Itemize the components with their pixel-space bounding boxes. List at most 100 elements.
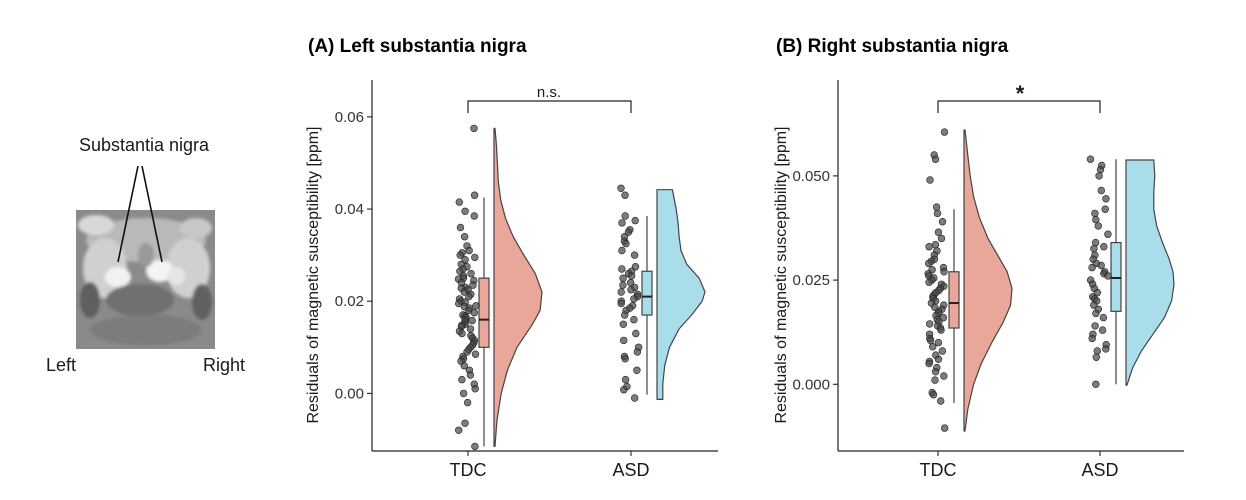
panel-b-asd-point bbox=[1092, 215, 1100, 224]
panel-b-tdc-point bbox=[938, 347, 947, 355]
panel-b-tdc-point bbox=[936, 397, 945, 405]
panel-a-tdc-point bbox=[463, 348, 471, 356]
panel-b-tdc-point bbox=[931, 376, 939, 384]
panel-a-asd-point bbox=[630, 251, 639, 259]
panel-a-asd-point bbox=[632, 329, 640, 338]
panel-b-asd-point bbox=[1094, 222, 1103, 230]
panel-b-asd-point bbox=[1091, 322, 1099, 330]
panel-a-asd-point bbox=[617, 288, 625, 296]
panel-a-asd-point bbox=[621, 355, 629, 363]
panel-b-asd-point bbox=[1092, 353, 1101, 361]
panel-b-asd-point bbox=[1091, 209, 1099, 218]
panel-b-asd-point bbox=[1102, 195, 1110, 203]
panel-b-asd-point bbox=[1100, 243, 1108, 251]
panel-a-tdc-point bbox=[471, 385, 479, 393]
panel-a-tdc-point bbox=[470, 309, 478, 317]
panel-b-asd-point bbox=[1090, 245, 1098, 253]
panel-b-asd-point bbox=[1104, 272, 1112, 280]
panel-b-category-tdc: TDC bbox=[920, 460, 957, 480]
panel-a-asd-point bbox=[617, 299, 625, 308]
panel-a-asd-point bbox=[618, 265, 626, 273]
panel-b-tdc-point bbox=[931, 368, 940, 376]
panel-b-tdc-point bbox=[940, 128, 949, 136]
panel-b-asd-point bbox=[1098, 326, 1107, 334]
panel-a-comparison-bracket bbox=[467, 100, 632, 113]
panel-a-tdc-point bbox=[461, 419, 469, 427]
panel-b-asd-point bbox=[1090, 301, 1098, 309]
panel-a-y-tick-label: 0.02 bbox=[335, 293, 364, 310]
panel-b-tdc-point bbox=[940, 372, 948, 380]
panel-a-asd-point bbox=[627, 272, 636, 280]
panel-a-tdc-point bbox=[470, 212, 478, 220]
panel-b-tdc-point bbox=[925, 320, 934, 328]
panel-a-title: (A) Left substantia nigra bbox=[308, 36, 527, 57]
panel-a-tdc-point bbox=[469, 281, 477, 289]
panel-a-tdc-point bbox=[460, 288, 468, 296]
panel-a-y-tick-label: 0.04 bbox=[335, 201, 364, 218]
panel-a-asd-point bbox=[633, 348, 642, 356]
panel-a-y-axis-label: Residuals of magnetic susceptibility [pp… bbox=[305, 126, 322, 423]
panel-b-asd-point bbox=[1088, 334, 1096, 343]
panel-a-asd-point bbox=[621, 375, 630, 384]
panel-b-tdc-point bbox=[928, 343, 937, 351]
panel-a-asd-point bbox=[619, 320, 627, 328]
panel-b-comparison-bracket bbox=[937, 100, 1101, 113]
panel-a-asd-density bbox=[656, 189, 706, 400]
panel-b: (B) Right substantia nigra Residuals of … bbox=[773, 36, 1184, 480]
panel-b-asd-point bbox=[1097, 186, 1106, 195]
panel-b-y-tick-label: 0.025 bbox=[792, 272, 830, 289]
panel-a-tdc-point bbox=[456, 251, 464, 259]
panel-a-tdc-point bbox=[455, 299, 463, 308]
panel-a-asd-point bbox=[630, 394, 639, 402]
panel-a-tdc-point bbox=[465, 246, 473, 255]
panel-b-asd-point bbox=[1102, 345, 1110, 353]
panel-b-asd-point bbox=[1088, 263, 1096, 272]
panel-b-asd-point bbox=[1099, 313, 1108, 322]
panel-b-tdc-point bbox=[926, 336, 935, 345]
panel-a-tdc-point bbox=[467, 269, 475, 278]
right-label: Right bbox=[203, 355, 245, 375]
panel-b-tdc-point bbox=[925, 359, 933, 368]
panel-b-asd-point bbox=[1092, 309, 1100, 318]
panel-b-asd-point bbox=[1091, 238, 1100, 247]
panel-a-comparison-label: n.s. bbox=[537, 84, 561, 101]
panel-b-tdc-point bbox=[940, 268, 948, 276]
panel-b-asd-box bbox=[1110, 241, 1122, 312]
panel-a-asd-point bbox=[620, 311, 629, 319]
panel-a-asd-point bbox=[627, 286, 635, 294]
mri-image bbox=[76, 165, 215, 349]
panel-b-tdc-point bbox=[929, 391, 938, 399]
panel-b-title: (B) Right substantia nigra bbox=[776, 36, 1009, 57]
panel-b-y-tick-label: 0.000 bbox=[792, 376, 830, 393]
panel-a-asd-point bbox=[621, 191, 629, 199]
panel-a-y-tick-label: 0.06 bbox=[335, 109, 364, 126]
brain-panel: Substantia nigra Left Right bbox=[46, 135, 245, 375]
panel-a-asd-point bbox=[630, 295, 638, 303]
panel-a-asd-point bbox=[619, 336, 628, 345]
panel-a-tdc-point bbox=[455, 426, 463, 434]
panel-a-tdc-point bbox=[471, 442, 479, 451]
panel-a-tdc-point bbox=[466, 371, 475, 379]
panel-b-tdc-point bbox=[937, 326, 945, 334]
panel-b-asd-point bbox=[1093, 288, 1102, 297]
panel-a: (A) Left substantia nigra Residuals of m… bbox=[305, 36, 718, 480]
panel-b-tdc-point bbox=[934, 228, 943, 236]
panel-a-tdc-box bbox=[478, 277, 490, 348]
panel-b-y-axis-label: Residuals of magnetic susceptibility [pp… bbox=[773, 126, 790, 423]
panel-b-tdc-point bbox=[938, 218, 947, 226]
panel-a-tdc-point bbox=[463, 398, 472, 407]
panel-b-asd-point bbox=[1104, 230, 1112, 238]
panel-a-asd-point bbox=[617, 184, 625, 193]
panel-b-tdc-point bbox=[934, 355, 943, 363]
panel-a-asd-point bbox=[619, 274, 627, 282]
panel-a-asd-point bbox=[630, 316, 638, 324]
panel-a-asd-point bbox=[619, 281, 627, 289]
panel-a-tdc-point bbox=[471, 350, 480, 358]
panel-b-asd-point bbox=[1093, 347, 1102, 355]
panel-a-tdc-point bbox=[471, 253, 479, 262]
panel-b-asd-point bbox=[1086, 155, 1095, 163]
panel-b-tdc-density bbox=[963, 129, 1013, 432]
panel-b-tdc-point bbox=[937, 234, 946, 243]
structure-label: Substantia nigra bbox=[79, 135, 210, 155]
